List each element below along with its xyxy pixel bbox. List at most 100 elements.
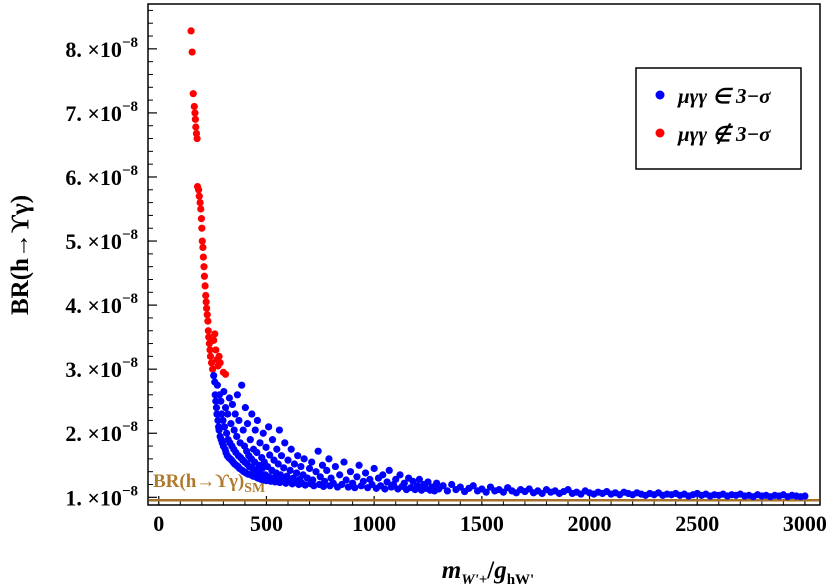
y-tick-label: 2. ×10−8 xyxy=(65,419,138,446)
blue-point xyxy=(228,400,237,409)
y-tick-label: 4. ×10−8 xyxy=(65,291,138,318)
y-axis-title: BR(h→ϒγ) xyxy=(7,195,34,315)
red-point xyxy=(200,272,209,280)
blue-point xyxy=(325,455,333,463)
blue-point xyxy=(439,482,447,490)
blue-point xyxy=(359,477,367,485)
red-point xyxy=(201,282,209,290)
blue-point xyxy=(318,461,327,469)
blue-point xyxy=(221,404,230,412)
blue-point xyxy=(310,482,318,490)
blue-point xyxy=(213,381,221,389)
red-point xyxy=(188,48,196,56)
y-tick-label: 5. ×10−8 xyxy=(65,227,138,254)
blue-point xyxy=(218,410,226,418)
red-point xyxy=(196,199,204,207)
red-point xyxy=(197,215,206,223)
x-tick-label: 0 xyxy=(153,511,164,536)
red-point xyxy=(221,370,230,378)
blue-point xyxy=(801,492,809,500)
y-tick-label: 7. ×10−8 xyxy=(65,99,138,126)
blue-point xyxy=(469,482,477,490)
red-point xyxy=(204,317,212,325)
red-point xyxy=(207,359,216,367)
red-point xyxy=(190,102,198,111)
blue-point xyxy=(308,458,316,466)
red-point xyxy=(197,205,205,213)
blue-point xyxy=(396,471,404,479)
blue-point xyxy=(370,464,378,473)
blue-point xyxy=(259,429,267,437)
blue-point xyxy=(346,468,355,476)
red-point xyxy=(212,346,220,354)
blue-point xyxy=(284,456,292,464)
blue-point xyxy=(235,416,243,425)
blue-point xyxy=(456,483,464,491)
blue-point xyxy=(482,488,490,496)
red-point xyxy=(209,365,217,373)
blue-point xyxy=(385,466,393,475)
blue-point xyxy=(355,461,363,469)
blue-point xyxy=(256,439,264,447)
red-point xyxy=(206,352,215,360)
red-point xyxy=(204,327,212,335)
blue-point xyxy=(224,410,232,418)
red-point xyxy=(200,263,208,271)
x-tick-label: 1000 xyxy=(352,511,396,536)
blue-point xyxy=(312,468,320,476)
blue-point xyxy=(409,477,417,485)
blue-point xyxy=(379,471,387,479)
blue-point xyxy=(448,480,456,489)
blue-point xyxy=(392,475,400,483)
blue-point xyxy=(233,432,241,441)
x-tick-label: 500 xyxy=(250,511,283,536)
blue-point xyxy=(251,426,259,434)
red-point xyxy=(187,27,195,35)
blue-point xyxy=(246,436,254,444)
blue-point xyxy=(290,460,299,468)
blue-point xyxy=(225,394,234,402)
blue-point xyxy=(383,478,391,486)
x-tick-label: 3000 xyxy=(783,511,827,536)
blue-point xyxy=(287,445,295,453)
red-point xyxy=(192,123,200,131)
red-point xyxy=(202,304,211,312)
blue-point xyxy=(300,455,308,463)
y-tick-label: 8. ×10−8 xyxy=(65,35,138,62)
legend-label-in: μγγ ∈ 3−σ xyxy=(677,84,771,108)
blue-point xyxy=(314,447,322,455)
legend-marker-red xyxy=(655,128,665,138)
red-point xyxy=(206,346,214,354)
blue-point xyxy=(381,485,389,493)
blue-point xyxy=(265,423,273,431)
blue-point xyxy=(239,426,247,434)
blue-point xyxy=(309,476,317,484)
red-point xyxy=(211,330,219,338)
blue-point xyxy=(281,439,289,447)
blue-point xyxy=(400,479,408,487)
scatter-points xyxy=(187,27,809,501)
blue-point xyxy=(273,445,281,453)
red-point xyxy=(215,352,223,360)
blue-point xyxy=(433,479,441,487)
blue-point xyxy=(336,471,344,479)
blue-point xyxy=(241,404,249,412)
red-point xyxy=(189,90,197,98)
blue-point xyxy=(499,488,507,496)
y-axis-ticks: 1. ×10−8 2. ×10−8 3. ×10−8 4. ×10−8 5. ×10−8… xyxy=(65,9,157,510)
legend: μγγ ∈ 3−σ μγγ ∉ 3−σ xyxy=(635,67,802,170)
blue-point xyxy=(424,478,432,486)
blue-point xyxy=(297,462,305,471)
blue-point xyxy=(268,436,277,444)
blue-point xyxy=(274,460,282,468)
blue-point xyxy=(266,451,274,459)
blue-point xyxy=(277,452,286,460)
x-axis-ticks: 0 500 1000 1500 2000 2500 3000 xyxy=(153,496,827,536)
y-tick-label: 1. ×10−8 xyxy=(65,483,138,510)
blue-point xyxy=(331,462,339,471)
blue-point xyxy=(238,381,246,389)
x-tick-label: 2000 xyxy=(568,511,612,536)
blue-point xyxy=(231,410,239,418)
red-point xyxy=(191,109,199,117)
